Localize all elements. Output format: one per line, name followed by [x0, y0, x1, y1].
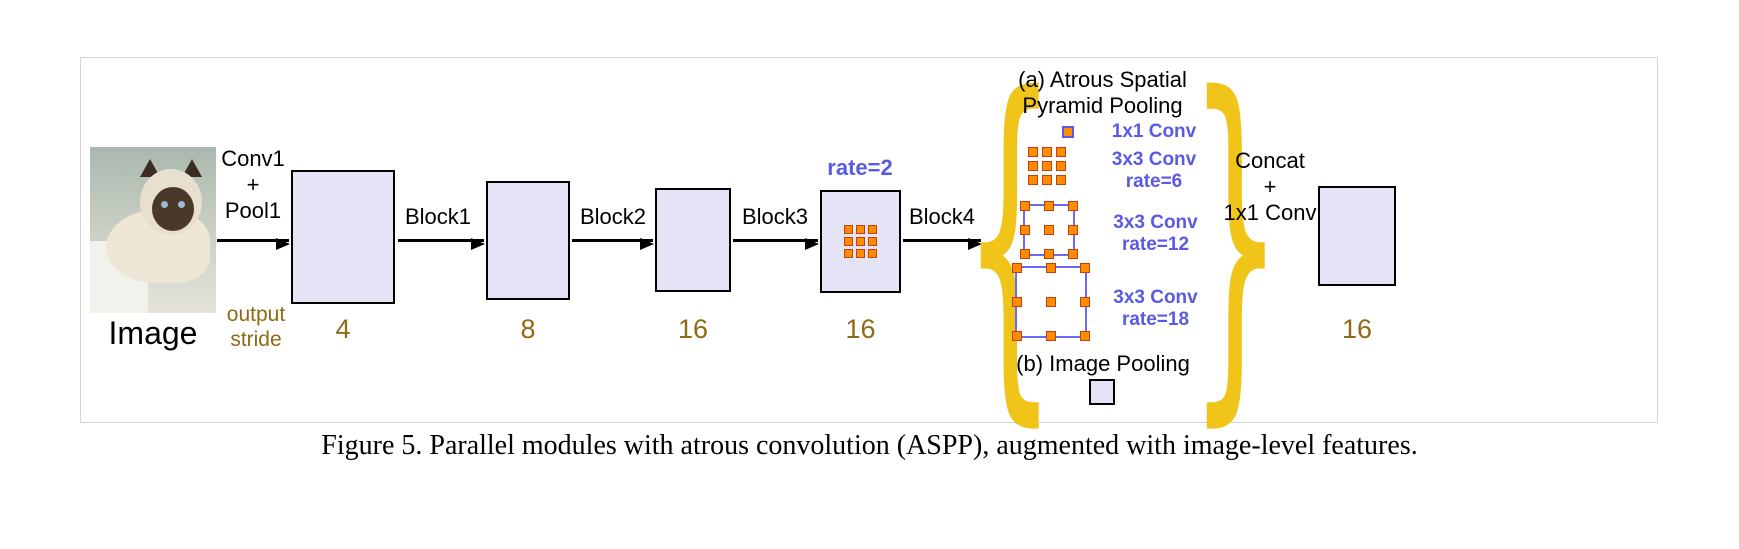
- arrow-label-block4: Block4: [908, 204, 976, 229]
- cat-eye-icon: [178, 201, 185, 208]
- concat-line2: +: [1263, 174, 1277, 199]
- image-pooling-label: (b) Image Pooling: [1016, 351, 1190, 376]
- output-stride-line1: output: [226, 303, 286, 326]
- atrous-point: [1044, 225, 1054, 235]
- rate12-line2: rate=12: [1121, 234, 1190, 255]
- conv-cell: [1028, 147, 1038, 157]
- input-image: [90, 147, 216, 313]
- conv-cell: [1056, 161, 1066, 171]
- stem-line-pool1: Pool1: [224, 198, 282, 223]
- conv-cell: [1028, 161, 1038, 171]
- atrous-point: [1012, 297, 1022, 307]
- atrous-point: [1068, 201, 1078, 211]
- cat-face-shape: [152, 187, 194, 231]
- conv-cell: [1042, 147, 1052, 157]
- atrous-point: [1020, 249, 1030, 259]
- stride-value-2: 8: [520, 314, 536, 344]
- stem-label: Conv1 + Pool1: [214, 146, 292, 224]
- aspp-branch-1x1-label: 1x1 Conv: [1111, 121, 1197, 142]
- arrow-block1: [398, 237, 485, 250]
- atrous-point: [1044, 249, 1054, 259]
- arrow-block4: [903, 237, 982, 250]
- conv-cell: [868, 225, 877, 234]
- figure-caption: Figure 5. Parallel modules with atrous c…: [321, 430, 1418, 461]
- conv-1x1-cell: [1062, 126, 1074, 138]
- left-brace: {: [962, 22, 1058, 458]
- arrow-block2: [572, 237, 654, 250]
- atrous-grid-rate6: [1028, 147, 1066, 185]
- atrous-point: [1044, 201, 1054, 211]
- conv-cell: [856, 225, 865, 234]
- atrous-point: [1046, 331, 1056, 341]
- arrow-label-block2: Block2: [579, 204, 647, 229]
- rate6-line2: rate=6: [1125, 171, 1183, 192]
- output-stride-line2: stride: [230, 328, 282, 351]
- atrous-point: [1012, 331, 1022, 341]
- conv-cell: [868, 237, 877, 246]
- output-stride-label: output stride: [216, 302, 296, 352]
- image-pooling-square: [1089, 379, 1115, 405]
- conv-cell: [868, 249, 877, 258]
- concat-line3: 1x1 Conv: [1223, 200, 1317, 225]
- aspp-branch-rate12-label: 3x3 Conv rate=12: [1108, 212, 1203, 256]
- conv-cell: [844, 225, 853, 234]
- cat-ear-icon: [182, 159, 202, 177]
- arrow-image-to-block1: [217, 237, 290, 250]
- concat-line1: Concat: [1235, 148, 1305, 173]
- aspp-branch-rate6-label: 3x3 Conv rate=6: [1108, 149, 1200, 193]
- atrous-grid-rate12: [1020, 201, 1078, 259]
- atrous-point: [1012, 263, 1022, 273]
- conv-cell: [844, 249, 853, 258]
- conv-cell: [844, 237, 853, 246]
- stride-value-3: 16: [677, 314, 709, 344]
- atrous-point: [1046, 263, 1056, 273]
- stride-value-4: 16: [845, 314, 876, 344]
- rate6-line1: 3x3 Conv: [1111, 149, 1197, 170]
- atrous-point: [1020, 225, 1030, 235]
- conv-cell: [856, 249, 865, 258]
- cat-eye-icon: [161, 201, 168, 208]
- stem-line-plus: +: [246, 172, 260, 197]
- conv-cell: [1056, 147, 1066, 157]
- conv-cell: [856, 237, 865, 246]
- atrous-point: [1080, 263, 1090, 273]
- stride-value-1: 4: [335, 314, 351, 344]
- feature-map-3: [655, 188, 731, 292]
- conv-cell: [1028, 175, 1038, 185]
- arrow-label-block1: Block1: [404, 204, 472, 229]
- atrous-point: [1080, 331, 1090, 341]
- rate18-line2: rate=18: [1121, 309, 1190, 330]
- conv-cell: [1042, 161, 1052, 171]
- atrous-point: [1080, 297, 1090, 307]
- rate12-line1: 3x3 Conv: [1113, 212, 1198, 233]
- concat-label: Concat + 1x1 Conv: [1218, 148, 1322, 226]
- stride-value-5: 16: [1341, 314, 1373, 344]
- feature-map-output: [1318, 186, 1396, 286]
- stem-line-conv1: Conv1: [221, 146, 285, 171]
- atrous-point: [1020, 201, 1030, 211]
- feature-map-1: [291, 170, 395, 304]
- aspp-title-line2: Pyramid Pooling: [1022, 93, 1183, 118]
- feature-map-2: [486, 181, 570, 300]
- image-label: Image: [108, 315, 198, 351]
- arrow-block3: [733, 237, 819, 250]
- aspp-title-line1: (a) Atrous Spatial: [1018, 67, 1187, 92]
- right-brace: }: [1188, 22, 1284, 458]
- rate18-line1: 3x3 Conv: [1113, 287, 1198, 308]
- arrow-label-block3: Block3: [741, 204, 809, 229]
- aspp-branch-rate18-label: 3x3 Conv rate=18: [1108, 287, 1203, 331]
- atrous-point: [1068, 249, 1078, 259]
- rate2-label: rate=2: [827, 155, 893, 180]
- conv-cell: [1042, 175, 1052, 185]
- atrous-point: [1046, 297, 1056, 307]
- aspp-title: (a) Atrous Spatial Pyramid Pooling: [1000, 67, 1205, 119]
- atrous-grid-rate18: [1012, 263, 1090, 341]
- conv-cell: [1056, 175, 1066, 185]
- atrous-grid-rate2: [844, 225, 877, 258]
- atrous-point: [1068, 225, 1078, 235]
